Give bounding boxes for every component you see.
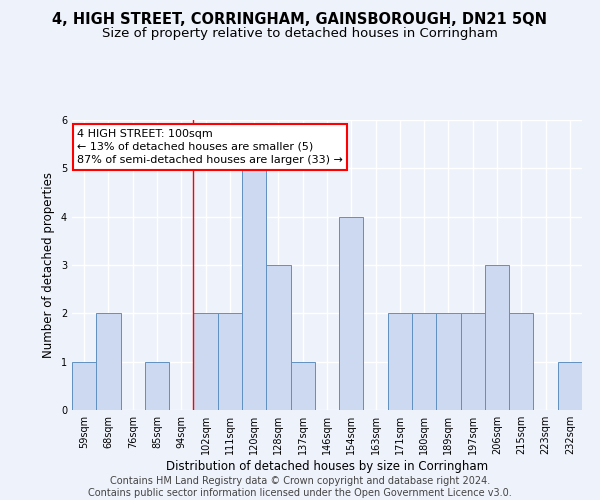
Bar <box>145 362 169 410</box>
Text: 4 HIGH STREET: 100sqm
← 13% of detached houses are smaller (5)
87% of semi-detac: 4 HIGH STREET: 100sqm ← 13% of detached … <box>77 128 343 165</box>
Bar <box>290 362 315 410</box>
Bar <box>266 265 290 410</box>
Text: Size of property relative to detached houses in Corringham: Size of property relative to detached ho… <box>102 28 498 40</box>
Bar <box>193 314 218 410</box>
Bar <box>485 265 509 410</box>
Bar <box>218 314 242 410</box>
Bar <box>72 362 96 410</box>
Text: Contains HM Land Registry data © Crown copyright and database right 2024.
Contai: Contains HM Land Registry data © Crown c… <box>88 476 512 498</box>
Bar <box>96 314 121 410</box>
Text: 4, HIGH STREET, CORRINGHAM, GAINSBOROUGH, DN21 5QN: 4, HIGH STREET, CORRINGHAM, GAINSBOROUGH… <box>53 12 548 28</box>
Bar <box>339 216 364 410</box>
Bar <box>461 314 485 410</box>
Bar <box>412 314 436 410</box>
Y-axis label: Number of detached properties: Number of detached properties <box>43 172 55 358</box>
Bar <box>436 314 461 410</box>
Bar <box>558 362 582 410</box>
Bar <box>242 168 266 410</box>
X-axis label: Distribution of detached houses by size in Corringham: Distribution of detached houses by size … <box>166 460 488 473</box>
Bar <box>388 314 412 410</box>
Bar <box>509 314 533 410</box>
